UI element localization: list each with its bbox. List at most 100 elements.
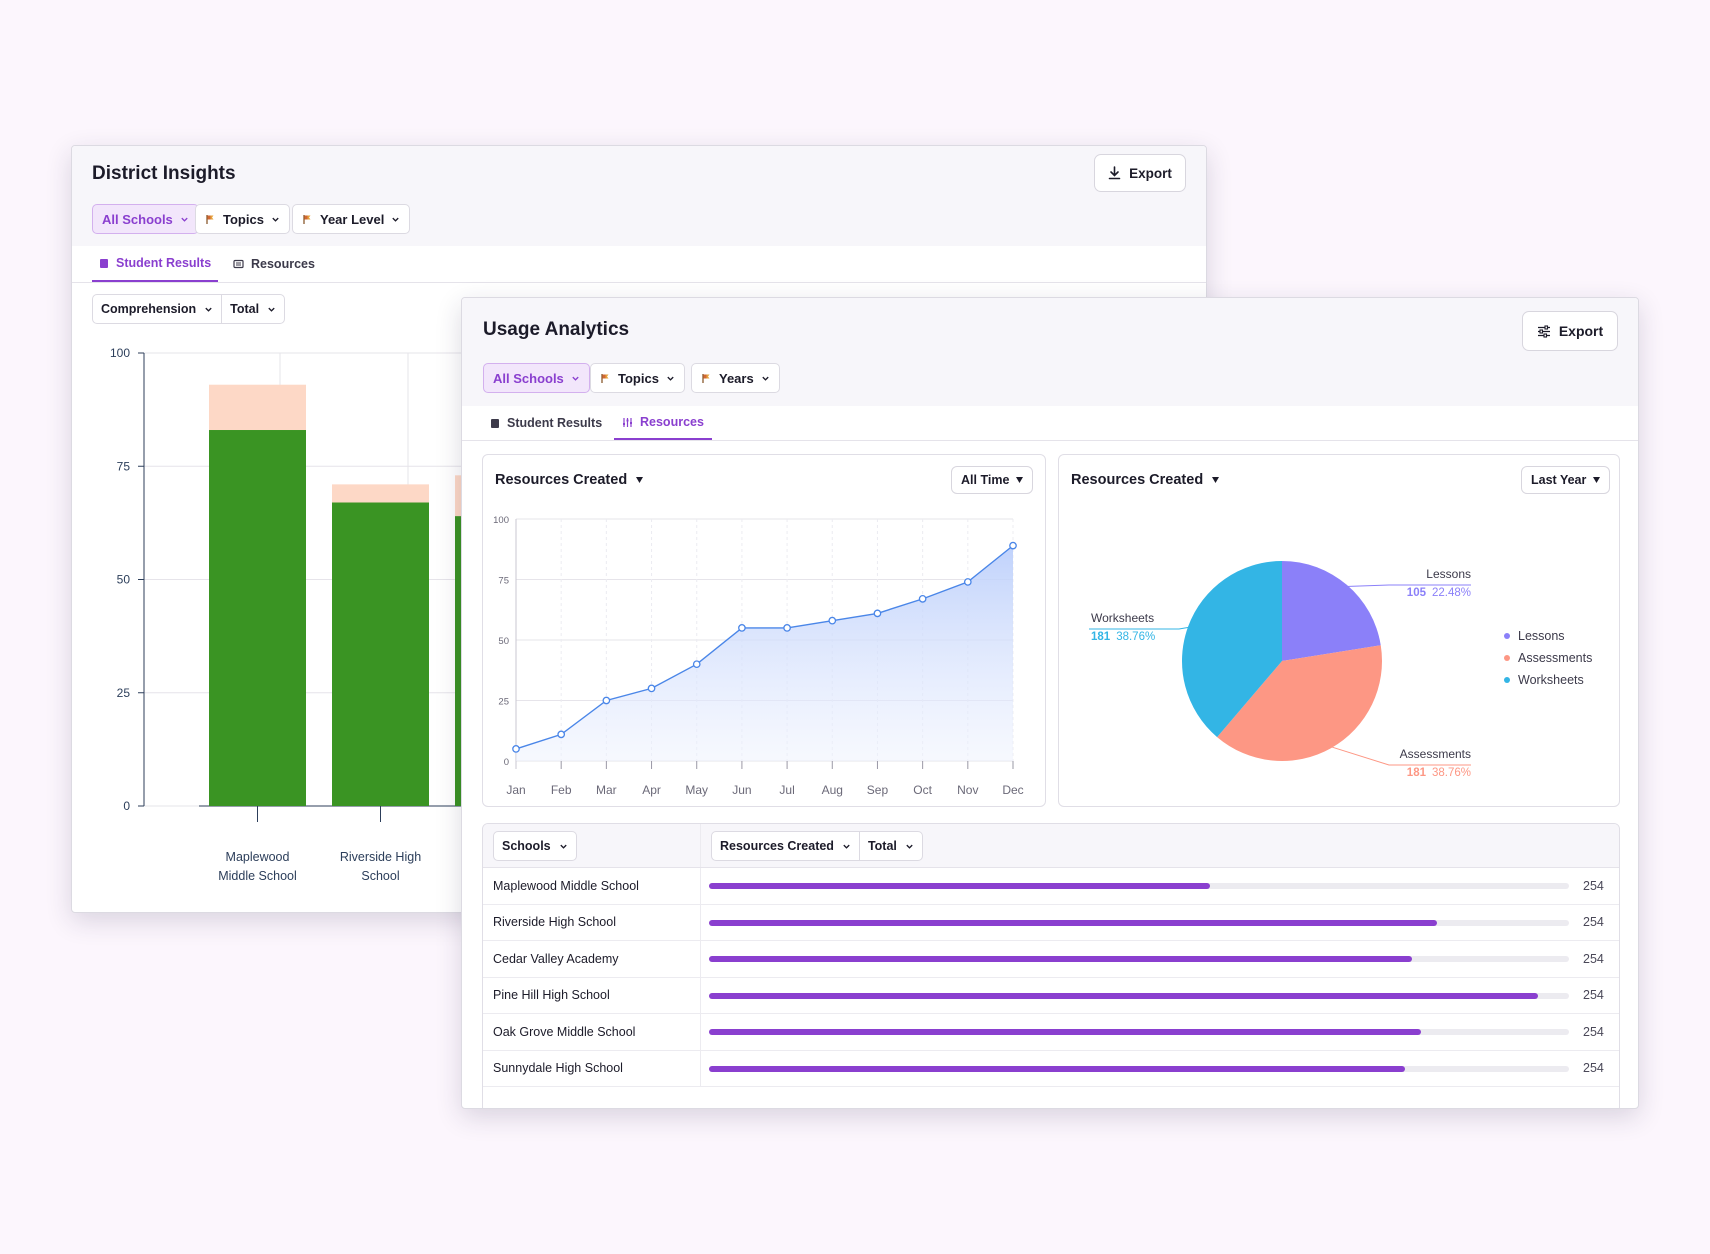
y-tick-label: 25 (117, 686, 131, 700)
x-tick-label: Dec (1002, 783, 1023, 797)
chevron-down-icon (762, 376, 769, 381)
topics-filter[interactable]: Topics (590, 363, 685, 393)
progress-fill (709, 992, 1539, 999)
resources-created-dropdown[interactable]: Resources Created (1071, 472, 1220, 488)
all-schools-filter[interactable]: All Schools (92, 204, 199, 234)
column-divider (700, 824, 701, 867)
x-tick-label: Nov (957, 783, 978, 797)
years-filter[interactable]: Years (691, 363, 780, 393)
slice-label: Worksheets (1091, 611, 1154, 625)
data-point (918, 595, 927, 603)
table-row[interactable]: Pine Hill High School 254 (483, 977, 1619, 1014)
table-row[interactable]: Sunnydale High School 254 (483, 1050, 1619, 1087)
table-row[interactable]: Oak Grove Middle School 254 (483, 1014, 1619, 1051)
table-row[interactable]: Maplewood Middle School 254 (483, 868, 1619, 905)
y-tick-label: 75 (498, 576, 509, 587)
school-name: Sunnydale High School (493, 1061, 623, 1076)
tab-resources[interactable]: Resources (226, 246, 322, 282)
export-label: Export (1558, 323, 1604, 339)
page-title: District Insights (92, 163, 236, 184)
series-line (515, 545, 1014, 750)
legend-item-worksheets: Worksheets (1504, 673, 1592, 687)
y-tick-label: 100 (110, 346, 130, 360)
all-time-dropdown[interactable]: All Time (951, 466, 1034, 494)
data-point (873, 609, 882, 618)
tab-student-results[interactable]: Student Results (92, 246, 219, 282)
total-header[interactable]: Total (858, 832, 922, 860)
year-level-filter[interactable]: Year Level (292, 204, 411, 234)
usage-header: Usage Analytics Export All Schools Topic… (462, 298, 1638, 406)
table-row[interactable]: Riverside High School 254 (483, 904, 1619, 941)
all-schools-filter[interactable]: All Schools (483, 363, 590, 393)
topics-filter[interactable]: Topics (195, 204, 290, 234)
export-button[interactable]: Export (1522, 311, 1618, 351)
all-schools-label: All Schools (493, 370, 564, 386)
progress-fill (709, 1065, 1405, 1072)
chevron-down-icon (843, 844, 850, 849)
progress-track (709, 992, 1569, 999)
chevron-down-icon (572, 376, 579, 381)
bar-segment-score (209, 430, 306, 806)
legend-item-assessments: Assessments (1504, 651, 1592, 665)
progress-track (709, 883, 1569, 889)
resources-created-header[interactable]: Resources Created (712, 832, 859, 860)
usage-tabs: Student Results Resources (462, 406, 1638, 441)
column-divider (700, 977, 701, 1013)
caret-down-icon (636, 477, 644, 483)
pie-slice-assessments (1217, 645, 1382, 761)
progress-track (709, 956, 1569, 962)
comprehension-dropdown[interactable]: Comprehension (93, 295, 221, 323)
total-dropdown[interactable]: Total (221, 295, 284, 323)
book-icon (100, 258, 108, 268)
y-tick-label: 50 (498, 636, 509, 647)
legend-label: Assessments (1518, 651, 1593, 665)
tab-resources[interactable]: Resources (614, 406, 712, 440)
district-tabs: Student Results Resources (72, 246, 1206, 283)
legend-label: Worksheets (1518, 673, 1584, 687)
resources-line-chart: 0 25 50 75 100 Jan Feb Mar Apr May Jun Jul Aug Sep Oct… (493, 515, 1024, 797)
progress-fill (709, 1029, 1422, 1035)
tab-student-results[interactable]: Student Results (483, 406, 609, 440)
last-year-dropdown[interactable]: Last Year (1521, 466, 1611, 494)
chevron-down-icon (559, 844, 567, 849)
progress-fill (709, 919, 1438, 926)
chevron-down-icon (392, 217, 400, 222)
table-row[interactable]: Cedar Valley Academy 254 (483, 941, 1619, 978)
years-label: Years (719, 370, 754, 386)
chevron-down-icon (205, 307, 212, 312)
flag-icon (206, 214, 214, 224)
year-level-label: Year Level (320, 211, 385, 227)
tab-student-results-label: Student Results (116, 256, 212, 270)
sliders-icon (1537, 324, 1550, 338)
resource-count: 254 (1583, 878, 1604, 893)
pie-chart-card: Resources Created Last Year Lessons 105 22… (1058, 454, 1620, 807)
flag-icon (702, 373, 710, 383)
progress-track (709, 919, 1569, 926)
progress-fill (709, 883, 1210, 889)
resources-created-dropdown[interactable]: Resources Created (495, 472, 644, 488)
export-label: Export (1129, 165, 1172, 181)
resource-count: 254 (1583, 1024, 1604, 1039)
resource-count: 254 (1583, 915, 1604, 930)
x-tick-label: May (685, 783, 708, 797)
resource-count: 254 (1583, 1061, 1604, 1076)
book-icon (491, 418, 499, 428)
topics-label: Topics (223, 211, 264, 227)
school-name: Oak Grove Middle School (493, 1024, 636, 1039)
progress-fill (709, 956, 1412, 962)
schools-column-dropdown[interactable]: Schools (493, 831, 577, 861)
column-divider (700, 868, 701, 904)
export-button[interactable]: Export (1094, 154, 1186, 192)
school-name: Cedar Valley Academy (493, 951, 619, 966)
flag-icon (303, 214, 311, 224)
x-tick-label: Aug (822, 783, 843, 797)
metric-column-selector: Resources Created Total (711, 831, 923, 861)
data-point (828, 616, 837, 625)
metric-header-label: Resources Created (720, 839, 834, 853)
data-point (557, 730, 566, 739)
last-year-label: Last Year (1531, 473, 1587, 487)
schools-header[interactable]: Schools (494, 832, 576, 860)
progress-track (709, 1065, 1569, 1072)
chevron-down-icon (667, 376, 674, 381)
tab-resources-label: Resources (251, 257, 315, 271)
